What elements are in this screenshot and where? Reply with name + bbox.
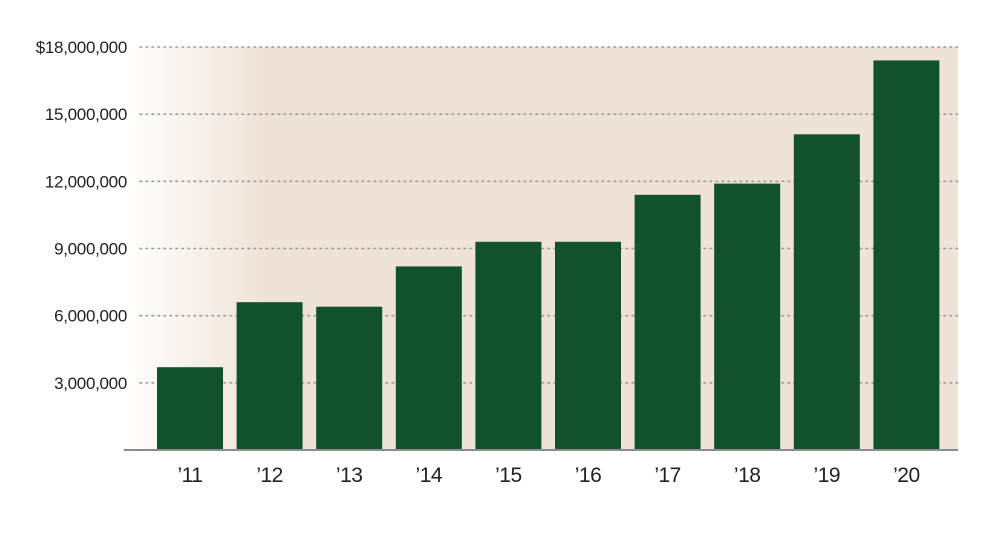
x-tick-label: ’20	[893, 464, 920, 487]
y-tick-label: 9,000,000	[54, 240, 127, 259]
y-tick-label: $18,000,000	[36, 38, 127, 57]
bar	[793, 134, 860, 451]
y-tick-label: 6,000,000	[54, 307, 127, 326]
x-tick-label: ’19	[814, 464, 841, 487]
bar	[157, 367, 223, 450]
gridlines	[139, 46, 959, 384]
x-tick-label: ’15	[495, 464, 522, 487]
x-tick-label: ’17	[654, 464, 681, 487]
x-tick-label: ’18	[734, 464, 761, 487]
bar	[395, 266, 462, 450]
y-tick-label: 3,000,000	[54, 374, 127, 393]
x-tick-label: ’13	[336, 464, 363, 487]
x-tick-label: ’11	[178, 464, 203, 487]
bar	[714, 183, 781, 450]
x-tick-label: ’12	[256, 464, 283, 487]
bar	[873, 60, 940, 451]
y-axis-tick-labels: 3,000,000 6,000,000 9,000,000 12,000,000 15,…	[36, 38, 128, 393]
bar	[236, 302, 303, 450]
x-axis-tick-labels: ’11 ’12 ’13 ’14 ’15 ’16 ’17 ’18 ’19 ’20	[178, 464, 921, 487]
bar	[634, 194, 701, 450]
bar	[475, 241, 542, 450]
bar	[316, 306, 383, 450]
x-tick-label: ’16	[575, 464, 602, 487]
y-tick-label: 15,000,000	[45, 105, 127, 124]
bars	[157, 60, 940, 451]
bar	[555, 241, 621, 450]
x-tick-label: ’14	[416, 464, 443, 487]
y-tick-label: 12,000,000	[45, 172, 127, 191]
